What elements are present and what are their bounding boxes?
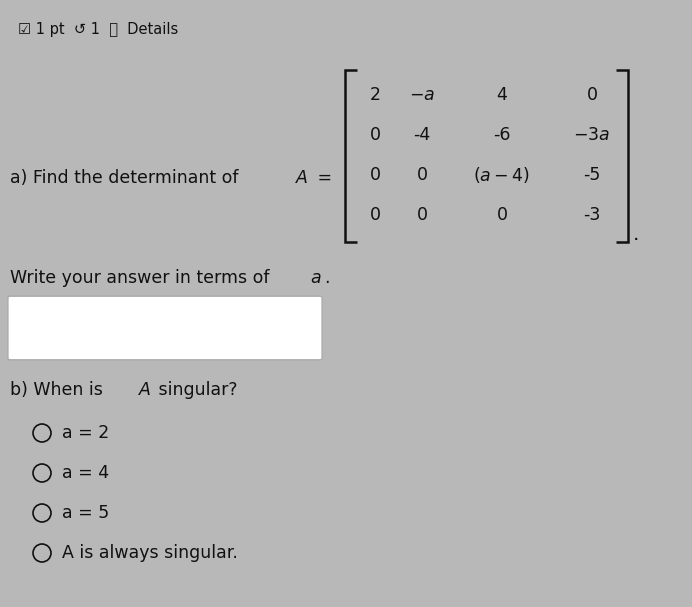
Text: $-a$: $-a$ <box>409 86 435 104</box>
Text: .: . <box>633 225 639 245</box>
Text: 0: 0 <box>370 206 381 224</box>
Text: $\mathit{A}$: $\mathit{A}$ <box>295 169 309 187</box>
Text: -5: -5 <box>583 166 601 184</box>
Text: b) When is: b) When is <box>10 381 109 399</box>
Text: $\mathit{A}$: $\mathit{A}$ <box>138 381 152 399</box>
Text: a = 5: a = 5 <box>62 504 109 522</box>
Text: 0: 0 <box>417 206 428 224</box>
Text: ☑ 1 pt  ↺ 1  ⓘ  Details: ☑ 1 pt ↺ 1 ⓘ Details <box>18 22 179 37</box>
Text: 0: 0 <box>370 166 381 184</box>
Text: a = 4: a = 4 <box>62 464 109 482</box>
Text: $a$: $a$ <box>310 269 322 287</box>
Text: -3: -3 <box>583 206 601 224</box>
Text: 0: 0 <box>496 206 507 224</box>
Text: $(a-4)$: $(a-4)$ <box>473 165 531 185</box>
Text: singular?: singular? <box>153 381 237 399</box>
FancyBboxPatch shape <box>8 296 322 360</box>
Text: 0: 0 <box>587 86 597 104</box>
Text: .: . <box>324 269 329 287</box>
Text: a) Find the determinant of: a) Find the determinant of <box>10 169 244 187</box>
Text: 2: 2 <box>370 86 381 104</box>
Text: -6: -6 <box>493 126 511 144</box>
Text: a = 2: a = 2 <box>62 424 109 442</box>
Text: A is always singular.: A is always singular. <box>62 544 238 562</box>
Text: 0: 0 <box>417 166 428 184</box>
Text: 0: 0 <box>370 126 381 144</box>
Text: $-3a$: $-3a$ <box>574 126 610 144</box>
Text: -4: -4 <box>413 126 430 144</box>
Text: 4: 4 <box>497 86 507 104</box>
Text: Write your answer in terms of: Write your answer in terms of <box>10 269 275 287</box>
Text: =: = <box>312 169 332 187</box>
